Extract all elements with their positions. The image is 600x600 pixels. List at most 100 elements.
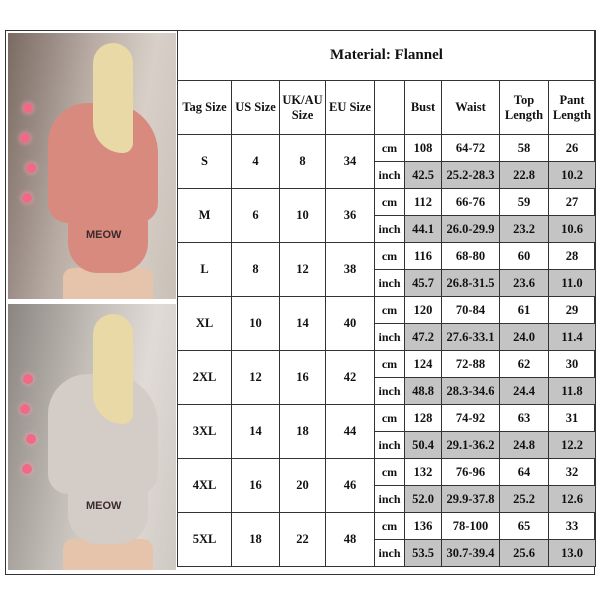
cm-value-cell: 76-96 [441,458,500,486]
cm-value-cell: 61 [499,296,549,324]
inch-value-cell: 30.7-39.4 [441,539,500,567]
eu-size-cell: 36 [325,188,375,243]
cm-value-cell: 60 [499,242,549,270]
product-photo-pink: MEOW [8,33,176,299]
cm-value-cell: 59 [499,188,549,216]
unit-cm-label: cm [374,134,405,162]
eu-size-cell: 48 [325,512,375,567]
eu-size-cell: 40 [325,296,375,351]
tag-size-cell: 5XL [177,512,232,567]
cm-value-cell: 29 [548,296,596,324]
inch-value-cell: 23.6 [499,269,549,297]
column-header: Tag Size [177,80,232,135]
cm-value-cell: 32 [548,458,596,486]
cm-value-cell: 64 [499,458,549,486]
cm-value-cell: 112 [404,188,442,216]
inch-value-cell: 47.2 [404,323,442,351]
tag-size-cell: 2XL [177,350,232,405]
header-row: Tag Size US Size UK/AU Size EU Size Bust Wais… [177,80,596,135]
cm-value-cell: 116 [404,242,442,270]
column-header: UK/AU Size [279,80,326,135]
eu-size-cell: 46 [325,458,375,513]
inch-value-cell: 26.0-29.9 [441,215,500,243]
table-row: inch 47.2 27.6-33.1 24.0 11.4 [178,323,596,351]
table-row: 3XL 14 18 44 cm 128 74-92 63 31 [177,404,596,459]
product-photo-grey: MEOW [8,304,176,570]
us-size-cell: 6 [231,188,280,243]
tag-size-cell: L [177,242,232,297]
uk-size-cell: 18 [279,404,326,459]
inch-value-cell: 29.9-37.8 [441,485,500,513]
inch-value-cell: 53.5 [404,539,442,567]
unit-inch-label: inch [374,377,405,405]
inch-value-cell: 42.5 [404,161,442,189]
eu-size-cell: 44 [325,404,375,459]
cm-value-cell: 28 [548,242,596,270]
unit-cm-label: cm [374,350,405,378]
cm-value-cell: 108 [404,134,442,162]
table-row: inch 45.7 26.8-31.5 23.6 11.0 [178,269,596,297]
inch-value-cell: 24.8 [499,431,549,459]
table-row: S 4 8 34 cm 108 64-72 58 26 [177,134,596,189]
unit-cm-label: cm [374,242,405,270]
column-header: US Size [231,80,280,135]
unit-cm-label: cm [374,188,405,216]
cm-value-cell: 66-76 [441,188,500,216]
inch-value-cell: 12.6 [548,485,596,513]
uk-size-cell: 8 [279,134,326,189]
shorts [68,484,148,544]
inch-value-cell: 23.2 [499,215,549,243]
us-size-cell: 10 [231,296,280,351]
cm-value-cell: 30 [548,350,596,378]
table-row: inch 48.8 28.3-34.6 24.4 11.8 [178,377,596,405]
unit-inch-label: inch [374,539,405,567]
table-row: L 8 12 38 cm 116 68-80 60 28 [177,242,596,297]
inch-value-cell: 11.0 [548,269,596,297]
eu-size-cell: 42 [325,350,375,405]
table-row: inch 44.1 26.0-29.9 23.2 10.6 [178,215,596,243]
cm-value-cell: 78-100 [441,512,500,540]
uk-size-cell: 20 [279,458,326,513]
cm-value-cell: 70-84 [441,296,500,324]
inch-value-cell: 24.4 [499,377,549,405]
size-table-wrap: Material: Flannel Tag Size US Size UK/AU S… [177,30,596,567]
table-row: inch 52.0 29.9-37.8 25.2 12.6 [178,485,596,513]
inch-value-cell: 48.8 [404,377,442,405]
eu-size-cell: 38 [325,242,375,297]
unit-cm-label: cm [374,458,405,486]
cm-value-cell: 124 [404,350,442,378]
shorts [68,213,148,273]
inch-value-cell: 27.6-33.1 [441,323,500,351]
table-title: Material: Flannel [177,30,596,81]
column-header [374,80,405,135]
us-size-cell: 12 [231,350,280,405]
cm-value-cell: 132 [404,458,442,486]
column-header: Top Length [499,80,549,135]
unit-inch-label: inch [374,485,405,513]
unit-inch-label: inch [374,431,405,459]
inch-value-cell: 10.6 [548,215,596,243]
table-row: 4XL 16 20 46 cm 132 76-96 64 32 [177,458,596,513]
table-row: inch 50.4 29.1-36.2 24.8 12.2 [178,431,596,459]
cm-value-cell: 62 [499,350,549,378]
inch-value-cell: 13.0 [548,539,596,567]
cm-value-cell: 68-80 [441,242,500,270]
cm-value-cell: 58 [499,134,549,162]
cm-value-cell: 72-88 [441,350,500,378]
meow-lettering: MEOW [86,229,122,241]
inch-value-cell: 25.6 [499,539,549,567]
inch-value-cell: 50.4 [404,431,442,459]
cm-value-cell: 136 [404,512,442,540]
tag-size-cell: XL [177,296,232,351]
unit-cm-label: cm [374,512,405,540]
inch-value-cell: 52.0 [404,485,442,513]
column-header: Bust [404,80,442,135]
inch-value-cell: 11.4 [548,323,596,351]
unit-inch-label: inch [374,323,405,351]
tag-size-cell: 3XL [177,404,232,459]
size-table: Material: Flannel Tag Size US Size UK/AU S… [177,30,596,567]
cm-value-cell: 64-72 [441,134,500,162]
us-size-cell: 4 [231,134,280,189]
heart-lights [18,364,48,494]
size-chart-image: MEOW MEOW [5,30,595,575]
